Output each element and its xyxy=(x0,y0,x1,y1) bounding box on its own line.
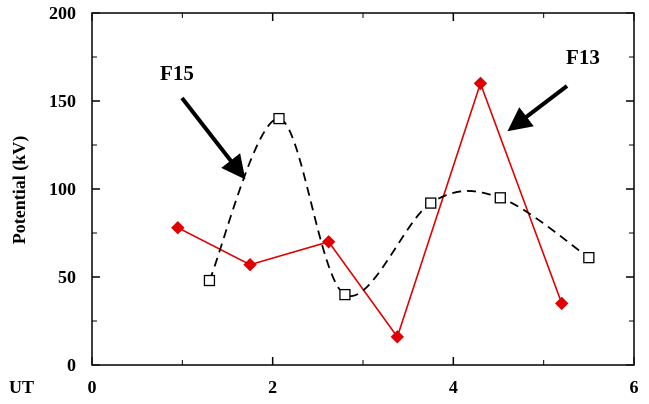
data-point-f15 xyxy=(203,274,216,287)
data-point-f13 xyxy=(171,221,185,235)
data-point-f13 xyxy=(473,76,488,91)
annotation-layer: F15 F13 xyxy=(160,45,600,180)
annotation-label-f13: F13 xyxy=(566,45,600,69)
y-tick-label: 0 xyxy=(67,355,76,375)
data-point-f15 xyxy=(339,288,351,301)
y-tick-label: 150 xyxy=(49,91,76,111)
x-tick-label: 6 xyxy=(630,377,639,397)
series-line-f13 xyxy=(177,80,563,339)
axis-ticks xyxy=(91,12,635,366)
series-layer xyxy=(171,76,595,344)
y-tick-label: 100 xyxy=(49,179,76,199)
annotation-arrow-f15 xyxy=(180,96,246,180)
y-tick-label: 50 xyxy=(58,267,76,287)
data-point-f15 xyxy=(494,192,506,204)
x-tick-label: 0 xyxy=(88,377,97,397)
y-axis-title: Potential (kV) xyxy=(9,136,30,244)
data-point-f13 xyxy=(555,296,569,311)
data-point-f13 xyxy=(243,257,257,272)
x-tick-label: 2 xyxy=(268,377,277,397)
annotation-label-f15: F15 xyxy=(160,61,194,85)
data-point-f15 xyxy=(583,251,595,264)
data-point-f13 xyxy=(321,235,336,249)
data-point-f15 xyxy=(273,112,285,125)
x-tick-label: 4 xyxy=(449,377,458,397)
series-line-f15 xyxy=(208,117,590,297)
annotation-arrow-f13 xyxy=(507,84,569,132)
y-tick-label: 200 xyxy=(49,3,76,23)
data-point-f15 xyxy=(425,197,437,209)
data-point-f13 xyxy=(390,330,405,344)
axis-tick-labels: 0 2 4 6 0 50 100 150 200 xyxy=(49,3,639,397)
x-axis-title: UT xyxy=(9,377,34,397)
